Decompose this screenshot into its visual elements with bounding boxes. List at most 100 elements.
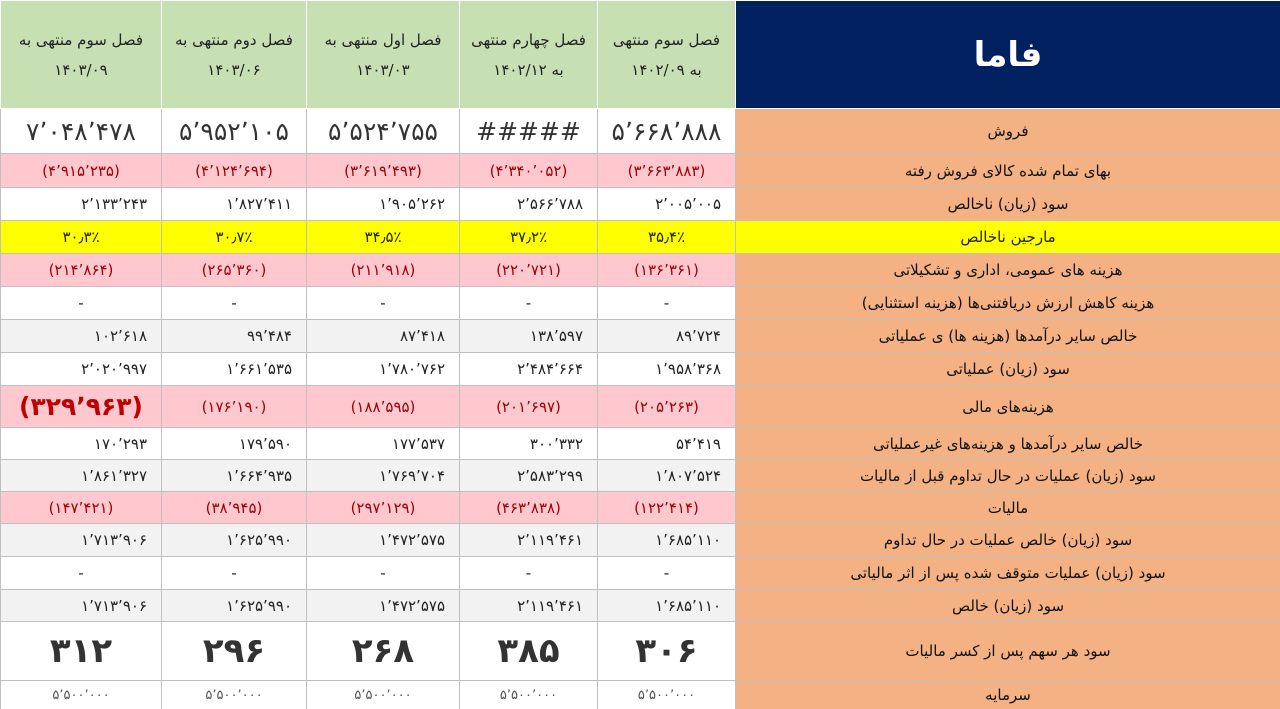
value-cell: ۱۰۲٬۶۱۸ (0, 319, 162, 353)
value-cell: ۹۹٬۴۸۴ (161, 319, 307, 353)
row-label: هزینه‌های مالی (735, 385, 1280, 428)
value-cell: ۱٬۷۱۳٬۹۰۶ (0, 523, 162, 557)
value-cell: ۵٬۹۵۲٬۱۰۵ (161, 108, 307, 154)
value-cell: ۱٬۷۸۰٬۷۶۲ (306, 352, 460, 386)
table-row: مارجین ناخالص ۳۵٫۴٪ ۳۷٫۲٪ ۳۴٫۵٪ ۳۰٫۷٪ ۳۰٫۳٪ (0, 220, 1280, 254)
value-cell: (۲۶۵٬۳۶۰) (161, 253, 307, 287)
value-cell: ۳۰٫۷٪ (161, 220, 307, 254)
value-cell: ۸۹٬۷۲۴ (597, 319, 736, 353)
column-header: فصل سوم منتهی به ۱۴۰۳/۰۹ (0, 0, 162, 109)
value-cell: ۷٬۰۴۸٬۴۷۸ (0, 108, 162, 154)
value-cell: ۳۴٫۵٪ (306, 220, 460, 254)
value-cell: (۳٬۶۱۹٬۴۹۳) (306, 153, 460, 188)
value-cell: ۲۹۶ (161, 621, 307, 681)
table-row: سود (زیان) عملیاتی ۱٬۹۵۸٬۳۶۸ ۲٬۴۸۴٬۶۶۴ ۱٬۷۸… (0, 352, 1280, 386)
value-cell: (۳۲۹٬۹۶۳) (0, 385, 162, 428)
table-row: مالیات (۱۲۲٬۴۱۴) (۴۶۳٬۸۳۸) (۲۹۷٬۱۲۹) (۳۸٬۹۴۵… (0, 491, 1280, 524)
column-header-line: فصل سوم منتهی (612, 30, 721, 49)
value-cell: (۴٬۹۱۵٬۲۳۵) (0, 153, 162, 188)
table-row: سود (زیان) خالص ۱٬۶۸۵٬۱۱۰ ۲٬۱۱۹٬۴۶۱ ۱٬۴۷۲٬۵… (0, 589, 1280, 622)
value-cell: ۱٬۶۲۵٬۹۹۰ (161, 523, 307, 557)
value-cell: (۴٬۳۴۰٬۰۵۲) (459, 153, 598, 188)
value-cell: ۱٬۴۷۲٬۵۷۵ (306, 589, 460, 622)
value-cell: ۵٬۵۲۴٬۷۵۵ (306, 108, 460, 154)
value-cell: ۱٬۶۸۵٬۱۱۰ (597, 589, 736, 622)
row-label: سرمایه (735, 680, 1280, 709)
column-header: فصل چهارم منتهی به ۱۴۰۲/۱۲ (459, 0, 598, 109)
value-cell: ۱٬۷۶۹٬۷۰۴ (306, 459, 460, 492)
table-row: سود (زیان) عملیات متوقف شده پس از اثر ما… (0, 556, 1280, 590)
value-cell: ۱٬۴۷۲٬۵۷۵ (306, 523, 460, 557)
row-label: هزینه های عمومی، اداری و تشکیلاتی (735, 253, 1280, 287)
value-cell: ۲٬۵۶۶٬۷۸۸ (459, 187, 598, 221)
value-cell: ۱٬۷۱۳٬۹۰۶ (0, 589, 162, 622)
value-cell: ۳۱۲ (0, 621, 162, 681)
value-cell: - (161, 286, 307, 320)
column-header-line: ۱۴۰۳/۰۶ (207, 60, 261, 79)
value-cell: - (306, 556, 460, 590)
value-cell: (۴۶۳٬۸۳۸) (459, 491, 598, 524)
row-label: فروش (735, 108, 1280, 154)
value-cell: ۱٬۹۰۵٬۲۶۲ (306, 187, 460, 221)
value-cell: - (0, 286, 162, 320)
value-cell: ۲٬۱۱۹٬۴۶۱ (459, 523, 598, 557)
value-cell: ۱٬۸۲۷٬۴۱۱ (161, 187, 307, 221)
table-row: هزینه های عمومی، اداری و تشکیلاتی (۱۳۶٬۳۶… (0, 253, 1280, 287)
table-row: هزینه‌های مالی (۲۰۵٬۲۶۳) (۲۰۱٬۶۹۷) (۱۸۸٬۵۹۵… (0, 385, 1280, 428)
table-row: سود (زیان) عملیات در حال تداوم قبل از ما… (0, 459, 1280, 492)
table-row: سود هر سهم پس از کسر مالیات ۳۰۶ ۳۸۵ ۲۶۸ ۲۹۶ ۳… (0, 621, 1280, 681)
row-label: سود هر سهم پس از کسر مالیات (735, 621, 1280, 681)
value-cell: (۱۷۶٬۱۹۰) (161, 385, 307, 428)
header-row: فاما فصل سوم منتهی به ۱۴۰۲/۰۹ فصل چهارم من… (0, 0, 1280, 109)
value-cell: (۲۰۵٬۲۶۳) (597, 385, 736, 428)
value-cell: ۳۰۰٬۳۳۲ (459, 427, 598, 460)
value-cell: ۲٬۱۳۳٬۲۴۳ (0, 187, 162, 221)
value-cell: ۲٬۴۸۴٬۶۶۴ (459, 352, 598, 386)
table-row: خالص سایر درآمدها و هزینه‌های غیرعملیاتی… (0, 427, 1280, 460)
table-row: سود (زیان) ناخالص ۲٬۰۰۵٬۰۰۵ ۲٬۵۶۶٬۷۸۸ ۱٬۹۰۵… (0, 187, 1280, 221)
value-cell: - (459, 286, 598, 320)
value-cell: ۱۷۹٬۵۹۰ (161, 427, 307, 460)
value-cell: (۱۳۶٬۳۶۱) (597, 253, 736, 287)
value-cell: (۱۴۷٬۴۲۱) (0, 491, 162, 524)
value-cell: (۲۹۷٬۱۲۹) (306, 491, 460, 524)
row-label: هزینه کاهش ارزش دریافتنی‌ها (هزینه استثن… (735, 286, 1280, 320)
value-cell: - (597, 556, 736, 590)
value-cell: ۵٬۵۰۰٬۰۰۰ (0, 680, 162, 709)
value-cell: ۱٬۶۶۱٬۵۳۵ (161, 352, 307, 386)
value-cell: ۱٬۸۶۱٬۳۲۷ (0, 459, 162, 492)
value-cell: ۱٬۶۸۵٬۱۱۰ (597, 523, 736, 557)
value-cell: - (597, 286, 736, 320)
value-cell: - (306, 286, 460, 320)
row-label: بهای تمام شده کالای فروش رفته (735, 153, 1280, 188)
value-cell: ۲۶۸ (306, 621, 460, 681)
value-cell: ۵٬۵۰۰٬۰۰۰ (161, 680, 307, 709)
value-cell: (۲۱۱٬۹۱۸) (306, 253, 460, 287)
value-cell: (۱۲۲٬۴۱۴) (597, 491, 736, 524)
column-header: فصل اول منتهی به ۱۴۰۳/۰۳ (306, 0, 460, 109)
column-header: فصل سوم منتهی به ۱۴۰۲/۰۹ (597, 0, 736, 109)
row-label: مالیات (735, 491, 1280, 524)
value-cell: - (459, 556, 598, 590)
value-cell: - (0, 556, 162, 590)
column-header-line: به ۱۴۰۲/۱۲ (493, 60, 564, 79)
column-header-line: ۱۴۰۳/۰۳ (356, 60, 410, 79)
value-cell: ۱٬۹۵۸٬۳۶۸ (597, 352, 736, 386)
value-cell: ۱۳۸٬۵۹۷ (459, 319, 598, 353)
value-cell: ۳۷٫۲٪ (459, 220, 598, 254)
table-row: خالص سایر درآمدها (هزینه ها) ی عملیاتی ۸۹… (0, 319, 1280, 353)
value-cell: (۴٬۱۲۴٬۶۹۴) (161, 153, 307, 188)
table-row: سرمایه ۵٬۵۰۰٬۰۰۰ ۵٬۵۰۰٬۰۰۰ ۵٬۵۰۰٬۰۰۰ ۵٬۵۰۰٬۰… (0, 680, 1280, 709)
value-cell: ۲٬۵۸۳٬۲۹۹ (459, 459, 598, 492)
value-cell: ۳۰٫۳٪ (0, 220, 162, 254)
row-label: سود (زیان) عملیات متوقف شده پس از اثر ما… (735, 556, 1280, 590)
value-cell: ۱٬۶۶۴٬۹۳۵ (161, 459, 307, 492)
value-cell: ۵٬۵۰۰٬۰۰۰ (459, 680, 598, 709)
value-cell: (۲۱۴٬۸۶۴) (0, 253, 162, 287)
column-header: فصل دوم منتهی به ۱۴۰۳/۰۶ (161, 0, 307, 109)
value-cell: ۵٬۶۶۸٬۸۸۸ (597, 108, 736, 154)
column-header-line: ۱۴۰۳/۰۹ (54, 60, 108, 79)
value-cell: (۳۸٬۹۴۵) (161, 491, 307, 524)
value-cell: ۳۵٫۴٪ (597, 220, 736, 254)
